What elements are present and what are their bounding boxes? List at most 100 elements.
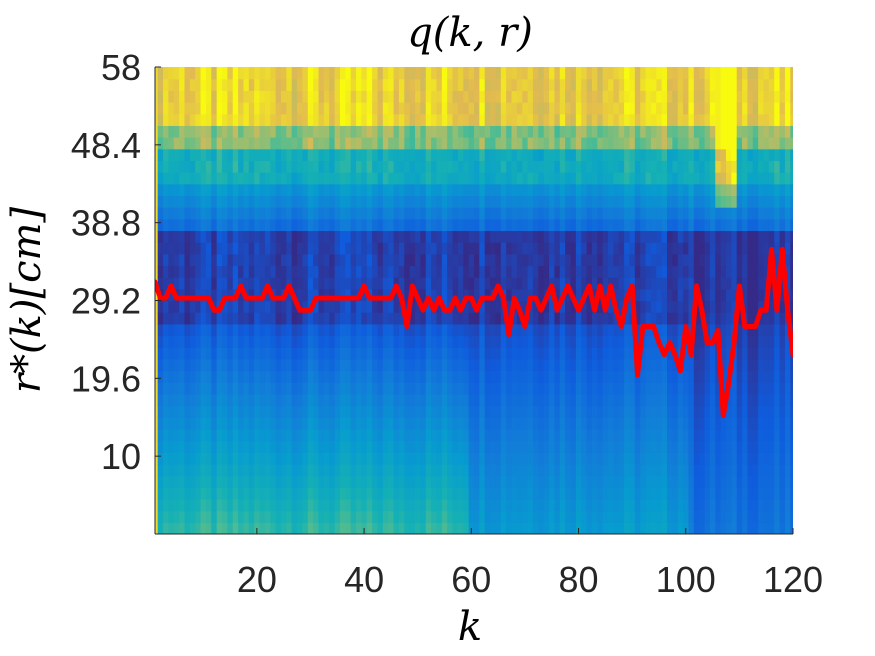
- heatmap-cell: [195, 265, 202, 278]
- heatmap-cell: [479, 183, 486, 197]
- heatmap-cell: [586, 230, 593, 243]
- heatmap-cell: [447, 137, 454, 150]
- heatmap-cell: [280, 347, 287, 360]
- heatmap-cell: [640, 148, 647, 162]
- heatmap-cell: [318, 67, 325, 80]
- heatmap-cell: [238, 148, 245, 162]
- heatmap-cell: [334, 172, 341, 185]
- heatmap-cell: [683, 510, 690, 523]
- heatmap-cell: [179, 230, 186, 243]
- heatmap-cell: [168, 90, 175, 103]
- heatmap-cell: [495, 335, 502, 348]
- heatmap-cell: [704, 300, 711, 313]
- heatmap-cell: [559, 440, 566, 453]
- heatmap-cell: [565, 207, 572, 220]
- heatmap-cell: [731, 475, 738, 488]
- heatmap-cell: [243, 347, 250, 360]
- heatmap-cell: [581, 393, 588, 407]
- heatmap-cell: [747, 172, 754, 185]
- heatmap-cell: [275, 160, 282, 173]
- heatmap-cell: [457, 125, 464, 138]
- heatmap-cell: [650, 113, 657, 126]
- heatmap-cell: [677, 113, 684, 126]
- heatmap-cell: [613, 522, 620, 534]
- heatmap-cell: [356, 370, 363, 383]
- heatmap-cell: [436, 323, 443, 337]
- heatmap-cell: [323, 335, 330, 348]
- heatmap-cell: [484, 172, 491, 185]
- heatmap-cell: [420, 382, 427, 395]
- heatmap-cell: [758, 207, 765, 220]
- heatmap-cell: [570, 195, 577, 208]
- heatmap-cell: [345, 487, 352, 500]
- heatmap-cell: [468, 498, 475, 512]
- heatmap-cell: [200, 370, 207, 383]
- heatmap-cell: [506, 207, 513, 220]
- heatmap-cell: [704, 207, 711, 220]
- heatmap-cell: [516, 452, 523, 465]
- heatmap-cell: [736, 522, 743, 534]
- heatmap-cell: [586, 78, 593, 91]
- heatmap-cell: [784, 487, 791, 500]
- heatmap-cell: [286, 195, 293, 208]
- heatmap-cell: [543, 475, 550, 488]
- heatmap-cell: [752, 335, 759, 348]
- heatmap-cell: [688, 113, 695, 126]
- heatmap-cell: [731, 242, 738, 255]
- heatmap-cell: [672, 183, 679, 197]
- heatmap-cell: [291, 428, 298, 442]
- heatmap-cell: [779, 78, 786, 91]
- heatmap-cell: [672, 312, 679, 325]
- heatmap-cell: [693, 242, 700, 255]
- heatmap-cell: [570, 428, 577, 442]
- heatmap-cell: [699, 323, 706, 337]
- heatmap-cell: [565, 160, 572, 173]
- heatmap-cell: [297, 253, 304, 267]
- heatmap-cell: [699, 242, 706, 255]
- heatmap-cell: [280, 475, 287, 488]
- heatmap-cell: [155, 207, 159, 220]
- heatmap-cell: [264, 487, 271, 500]
- heatmap-cell: [377, 137, 384, 150]
- heatmap-cell: [549, 265, 556, 278]
- heatmap-cell: [742, 172, 749, 185]
- heatmap-cell: [339, 253, 346, 267]
- heatmap-cell: [222, 312, 228, 325]
- heatmap-cell: [608, 522, 614, 534]
- heatmap-cell: [329, 242, 336, 255]
- heatmap-cell: [667, 207, 673, 220]
- heatmap-cell: [661, 417, 668, 430]
- heatmap-cell: [618, 510, 625, 523]
- heatmap-cell: [543, 277, 550, 290]
- heatmap-cell: [216, 428, 223, 442]
- heatmap-cell: [731, 90, 738, 103]
- heatmap-cell: [200, 67, 207, 80]
- heatmap-cell: [790, 160, 793, 173]
- heatmap-cell: [543, 417, 550, 430]
- heatmap-cell: [758, 78, 765, 91]
- heatmap-cell: [758, 487, 765, 500]
- heatmap-cell: [527, 370, 534, 383]
- heatmap-cell: [270, 253, 277, 267]
- heatmap-cell: [393, 347, 400, 360]
- heatmap-cell: [313, 113, 320, 126]
- heatmap-cell: [597, 300, 604, 313]
- heatmap-cell: [575, 207, 582, 220]
- heatmap-cell: [275, 113, 282, 126]
- heatmap-cell: [302, 300, 309, 313]
- heatmap-cell: [683, 428, 690, 442]
- heatmap-cell: [495, 113, 502, 126]
- heatmap-cell: [323, 102, 330, 115]
- heatmap-cell: [704, 487, 711, 500]
- heatmap-cell: [447, 195, 454, 208]
- heatmap-cell: [511, 487, 518, 500]
- heatmap-cell: [468, 207, 475, 220]
- heatmap-cell: [222, 288, 228, 302]
- heatmap-cell: [415, 137, 421, 150]
- heatmap-cell: [297, 487, 304, 500]
- heatmap-cell: [532, 323, 539, 337]
- heatmap-cell: [457, 417, 464, 430]
- heatmap-cell: [377, 78, 384, 91]
- heatmap-cell: [155, 347, 159, 360]
- heatmap-cell: [463, 265, 470, 278]
